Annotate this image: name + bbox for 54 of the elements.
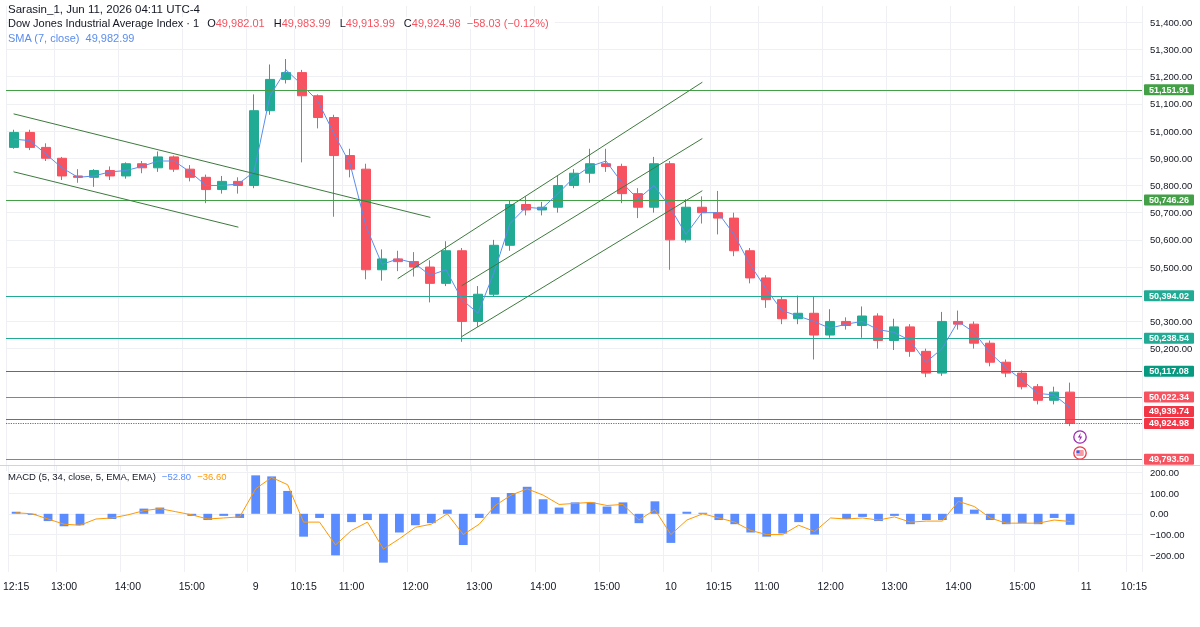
x-tick-label: 14:00	[114, 579, 142, 592]
x-tick-label: 14:00	[529, 579, 557, 592]
y-tick-label: 50,700.00	[1150, 207, 1193, 219]
x-tick-label: 11:00	[338, 579, 365, 592]
x-tick-label: 11	[1080, 579, 1092, 592]
ref-line-label: 50,117.08	[1149, 366, 1189, 377]
x-tick-label: 12:00	[402, 579, 429, 592]
y-tick-label: 50,900.00	[1150, 152, 1193, 164]
text: SMA (7, close)	[8, 32, 80, 44]
y-tick-label: 50,500.00	[1150, 261, 1193, 273]
y-tick-label: 50,300.00	[1150, 315, 1193, 327]
annotation: −52.80	[161, 471, 192, 482]
x-tick-label: 15:00	[593, 579, 621, 592]
y-tick-label: 51,100.00	[1150, 98, 1193, 110]
x-tick-label: 10	[665, 579, 677, 592]
y-tick-label: −100.00	[1150, 529, 1185, 541]
x-tick-label: 10:15	[1120, 579, 1148, 592]
ref-line-label: 50,394.02	[1148, 290, 1190, 301]
annotation: −36.60	[197, 471, 227, 482]
ref-line-label: 49,924.98	[1148, 418, 1190, 429]
text: MACD (5, 34, close, 5, EMA, EMA)	[8, 471, 156, 482]
x-tick-label: 10:15	[705, 579, 733, 592]
y-tick-label: 51,400.00	[1150, 16, 1193, 28]
y-tick-label: 51,200.00	[1150, 71, 1193, 83]
ref-line-label: 51,151.91	[1148, 84, 1190, 95]
ref-line-label: 50,022.34	[1148, 391, 1190, 402]
y-tick-label: 200.00	[1150, 466, 1180, 478]
x-tick-label: 12:15	[2, 579, 30, 592]
y-tick-label: 50,800.00	[1150, 179, 1193, 191]
annotation: 49,982.99	[85, 32, 135, 44]
x-tick-label: 15:00	[178, 579, 206, 592]
y-tick-label: 50,600.00	[1150, 234, 1193, 246]
x-tick-label: 13:00	[50, 579, 78, 592]
y-tick-label: −200.00	[1150, 549, 1185, 561]
annotation: Sarasin_1, Jun 11, 2026 04:11 UTC-4	[8, 3, 200, 15]
x-tick-label: 12:00	[817, 579, 844, 592]
ref-line-label: 50,238.54	[1148, 333, 1190, 344]
text: O49,982.01 H49,983.99 L49,913.99 C49,924.98 −58.03 (−0.12%)	[207, 17, 549, 29]
x-tick-label: 13:00	[881, 579, 908, 592]
x-tick-label: 10:15	[290, 579, 317, 592]
x-tick-label: 13:00	[466, 579, 493, 592]
y-tick-label: 51,000.00	[1150, 125, 1193, 137]
y-tick-label: 0.00	[1150, 508, 1169, 520]
y-tick-label: 51,300.00	[1150, 44, 1193, 56]
y-tick-label: 50,200.00	[1150, 343, 1193, 355]
ref-line-label: 49,939.74	[1148, 406, 1190, 417]
text: Dow Jones Industrial Average Index · 1	[8, 17, 200, 29]
x-tick-label: 9	[252, 579, 259, 592]
y-tick-label: 100.00	[1150, 487, 1180, 499]
x-tick-label: 11:00	[753, 579, 780, 592]
ref-line-label: 49,793.50	[1148, 454, 1190, 465]
x-tick-label: 14:00	[945, 579, 972, 592]
x-tick-label: 15:00	[1009, 579, 1036, 592]
ref-line-label: 50,746.26	[1148, 195, 1190, 206]
